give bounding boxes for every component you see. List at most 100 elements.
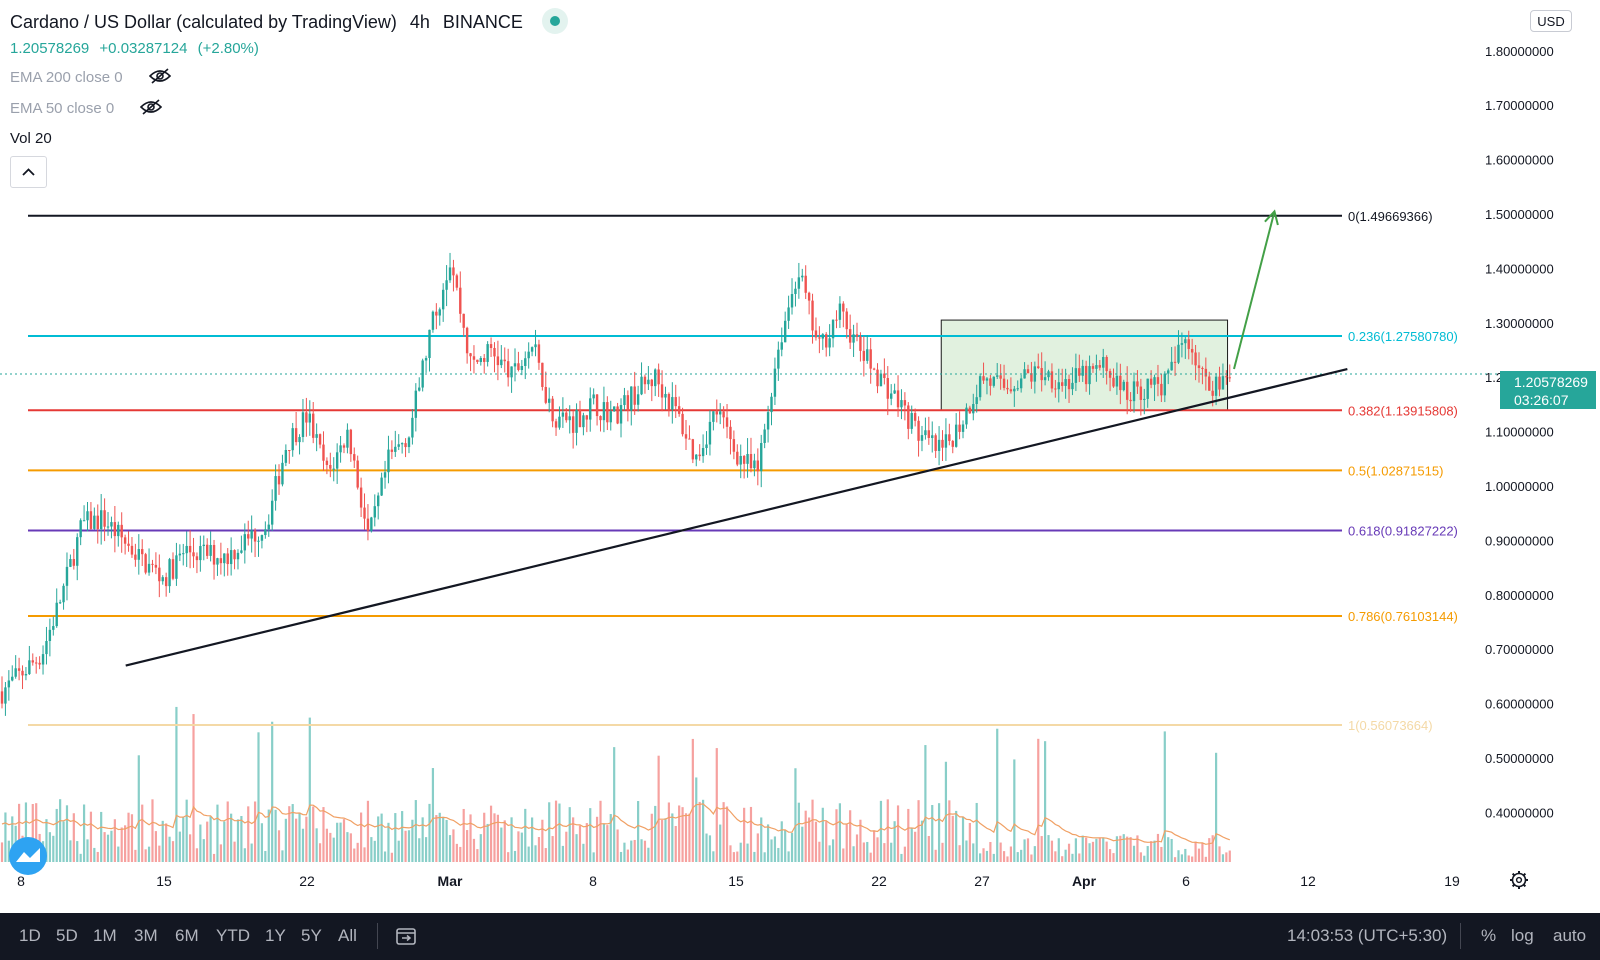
y-tick-label: 0.90000000 bbox=[1485, 533, 1554, 548]
collapse-legend-button[interactable] bbox=[10, 156, 47, 188]
goto-date-icon[interactable] bbox=[395, 925, 417, 952]
symbol-header[interactable]: Cardano / US Dollar (calculated by Tradi… bbox=[10, 8, 568, 36]
volume-bar bbox=[1020, 849, 1023, 862]
volume-bar bbox=[1040, 836, 1043, 862]
volume-bar bbox=[565, 831, 568, 862]
candle bbox=[479, 358, 482, 362]
candle bbox=[1122, 381, 1125, 391]
candle bbox=[616, 406, 619, 424]
candle bbox=[308, 413, 311, 423]
candle bbox=[1074, 368, 1078, 383]
auto-scale-toggle[interactable]: auto bbox=[1553, 926, 1587, 945]
indicator-ema200[interactable]: EMA 200 close 0 bbox=[10, 68, 171, 88]
volume-bar bbox=[859, 819, 862, 862]
candle bbox=[688, 438, 691, 440]
last-price: 1.20578269 bbox=[10, 40, 90, 57]
candle bbox=[113, 522, 117, 537]
candle bbox=[380, 477, 383, 496]
candle bbox=[253, 530, 257, 542]
volume-bar bbox=[79, 853, 82, 862]
eye-hidden-icon[interactable] bbox=[140, 99, 163, 119]
volume-bar bbox=[18, 803, 21, 862]
log-scale-toggle[interactable]: log bbox=[1511, 926, 1534, 945]
candle bbox=[86, 511, 89, 521]
volume-bar bbox=[650, 813, 653, 862]
volume-bar bbox=[630, 840, 633, 862]
volume-bar bbox=[171, 841, 175, 862]
clock-readout[interactable]: 14:03:53 (UTC+5:30) bbox=[1287, 926, 1448, 945]
volume-bar bbox=[766, 824, 770, 862]
candle bbox=[455, 275, 459, 288]
volume-bar bbox=[948, 800, 951, 862]
volume-bar bbox=[1191, 856, 1194, 862]
volume-bar bbox=[466, 830, 469, 862]
volume-bar bbox=[45, 819, 48, 862]
candle bbox=[636, 394, 640, 405]
x-tick-label: 22 bbox=[871, 873, 887, 889]
candle bbox=[643, 376, 647, 385]
volume-bar bbox=[223, 821, 226, 862]
volume-bar bbox=[236, 819, 240, 862]
volume-bar bbox=[561, 845, 564, 862]
range-1y[interactable]: 1Y bbox=[265, 926, 286, 945]
x-tick-label: 8 bbox=[17, 873, 25, 889]
volume-bar bbox=[165, 823, 168, 862]
volume-bar bbox=[356, 842, 359, 862]
candle bbox=[1214, 376, 1218, 396]
candle bbox=[1190, 348, 1194, 353]
y-tick-label: 1.60000000 bbox=[1485, 153, 1554, 168]
candle bbox=[739, 455, 742, 465]
settings-gear-icon[interactable] bbox=[1510, 871, 1528, 889]
candle bbox=[763, 429, 766, 443]
volume-bar bbox=[640, 839, 643, 862]
volume-bar bbox=[510, 817, 513, 862]
volume-bar bbox=[1173, 857, 1177, 862]
range-all[interactable]: All bbox=[338, 926, 357, 945]
range-3m[interactable]: 3M bbox=[134, 926, 158, 945]
candle bbox=[233, 550, 236, 560]
currency-button[interactable]: USD bbox=[1530, 10, 1572, 32]
volume-bar bbox=[89, 811, 93, 862]
candle bbox=[226, 553, 229, 565]
candle bbox=[595, 394, 599, 417]
range-1m[interactable]: 1M bbox=[93, 926, 117, 945]
candle bbox=[985, 378, 989, 381]
candle bbox=[989, 378, 992, 386]
ascending-trendline bbox=[125, 367, 1348, 667]
eye-hidden-icon[interactable] bbox=[148, 68, 171, 88]
volume-bar bbox=[784, 830, 787, 862]
candle bbox=[937, 439, 941, 451]
range-5d[interactable]: 5D bbox=[56, 926, 78, 945]
volume-bar bbox=[1067, 843, 1071, 862]
volume-bar bbox=[955, 810, 958, 862]
candle bbox=[483, 358, 486, 362]
percent-scale-toggle[interactable]: % bbox=[1481, 926, 1497, 945]
candle bbox=[154, 564, 158, 568]
range-ytd[interactable]: YTD bbox=[216, 926, 250, 945]
range-1d[interactable]: 1D bbox=[19, 926, 41, 945]
indicator-ema50[interactable]: EMA 50 close 0 bbox=[10, 99, 163, 119]
candle bbox=[845, 311, 848, 330]
volume-bar bbox=[301, 828, 305, 862]
candle bbox=[766, 412, 770, 430]
volume-bar bbox=[219, 844, 222, 862]
candle bbox=[818, 337, 821, 339]
candle bbox=[206, 544, 209, 556]
volume-bar bbox=[575, 834, 578, 862]
candle bbox=[872, 368, 876, 370]
candle bbox=[264, 529, 267, 536]
candle bbox=[910, 413, 913, 429]
candle bbox=[14, 668, 17, 677]
candle bbox=[370, 517, 373, 531]
volume-bar bbox=[370, 837, 373, 862]
volume-bar bbox=[404, 830, 407, 862]
range-5y[interactable]: 5Y bbox=[301, 926, 322, 945]
volume-indicator-label[interactable]: Vol 20 bbox=[10, 130, 52, 147]
range-6m[interactable]: 6M bbox=[175, 926, 199, 945]
candle bbox=[1149, 378, 1153, 385]
volume-bar bbox=[377, 816, 380, 862]
interval-label[interactable]: 4h bbox=[409, 11, 430, 32]
volume-bar bbox=[1119, 835, 1122, 862]
tradingview-logo-icon[interactable] bbox=[9, 837, 47, 875]
